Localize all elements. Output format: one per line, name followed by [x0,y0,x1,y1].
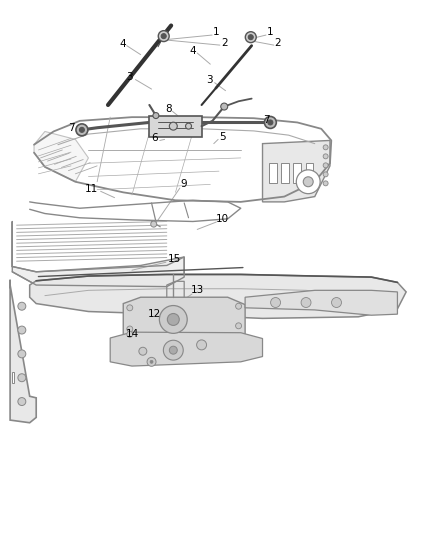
Circle shape [18,398,26,406]
Circle shape [323,145,328,150]
Circle shape [150,360,153,364]
Circle shape [303,177,313,187]
Polygon shape [12,222,184,287]
Polygon shape [245,290,397,315]
Text: 1: 1 [267,27,274,37]
Circle shape [221,103,228,110]
Text: 12: 12 [148,309,161,319]
Circle shape [265,117,276,128]
Text: 4: 4 [119,39,126,49]
Circle shape [323,172,328,177]
Circle shape [197,340,207,350]
Text: 14: 14 [125,329,138,340]
Polygon shape [262,141,330,202]
Circle shape [158,31,169,42]
Text: 8: 8 [165,104,171,114]
Circle shape [79,127,85,132]
Circle shape [167,313,179,326]
Text: 15: 15 [168,254,181,263]
Circle shape [151,221,157,227]
Text: 4: 4 [190,46,196,56]
Bar [281,163,289,183]
Circle shape [147,357,156,366]
Bar [293,163,301,183]
Text: 2: 2 [275,38,281,48]
Text: 7: 7 [68,123,74,133]
Circle shape [153,112,159,118]
Polygon shape [10,280,36,423]
Circle shape [170,122,177,130]
Polygon shape [30,274,406,318]
Circle shape [236,303,242,309]
Text: 3: 3 [206,75,213,85]
Bar [269,163,277,183]
Circle shape [163,340,183,360]
Circle shape [332,297,342,308]
Circle shape [323,181,328,186]
Text: 10: 10 [216,214,229,224]
Circle shape [248,35,253,39]
Circle shape [127,305,133,311]
Polygon shape [123,297,245,342]
Text: 3: 3 [127,72,133,83]
Text: 2: 2 [221,38,228,48]
Circle shape [18,350,26,358]
Circle shape [18,326,26,334]
Circle shape [245,31,256,43]
Text: 9: 9 [180,180,187,189]
Text: 13: 13 [191,285,204,295]
Circle shape [139,348,147,355]
Bar [306,163,314,183]
Text: 6: 6 [151,133,158,143]
Polygon shape [149,116,201,137]
Circle shape [186,123,191,129]
Text: 11: 11 [85,184,99,193]
Circle shape [236,323,242,329]
Circle shape [301,297,311,308]
Circle shape [323,163,328,168]
Circle shape [170,346,177,354]
Circle shape [271,297,281,308]
Circle shape [18,374,26,382]
Circle shape [18,302,26,310]
Text: 5: 5 [219,132,226,142]
Circle shape [127,326,133,332]
Polygon shape [110,332,262,366]
Text: 7: 7 [263,115,269,125]
Circle shape [127,332,133,337]
Circle shape [268,120,273,125]
Polygon shape [34,132,88,182]
Circle shape [161,34,166,38]
Circle shape [159,305,187,333]
Circle shape [323,154,328,159]
Circle shape [76,124,88,136]
Circle shape [296,170,320,193]
Bar [12,373,14,383]
Text: 1: 1 [212,27,219,37]
